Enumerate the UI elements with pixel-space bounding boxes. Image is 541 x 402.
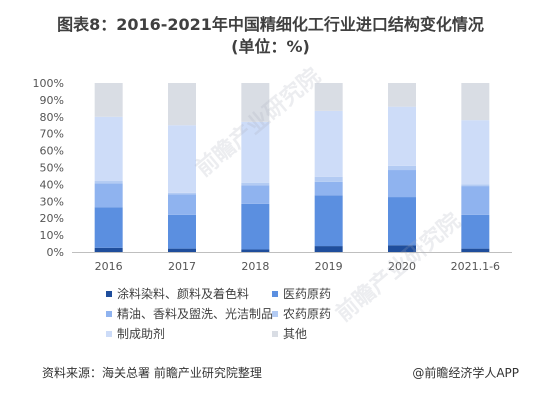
bar-segment bbox=[94, 207, 123, 248]
chart-title: 图表8：2016-2021年中国精细化工行业进口结构变化情况 (单位：%) bbox=[0, 14, 541, 58]
x-tick-label: 2018 bbox=[241, 260, 269, 273]
bar-segment bbox=[94, 247, 123, 252]
bar-segment bbox=[314, 176, 343, 182]
bar-segment bbox=[94, 116, 123, 182]
y-tick-label: 10% bbox=[40, 229, 64, 242]
bar-segment bbox=[314, 195, 343, 247]
brand-label: @前瞻经济学人APP bbox=[412, 366, 519, 380]
bar-segment bbox=[241, 182, 270, 186]
y-tick-label: 80% bbox=[40, 111, 64, 124]
bar-segment bbox=[461, 120, 490, 185]
bar-segment bbox=[388, 245, 416, 252]
bar-segment bbox=[241, 83, 270, 122]
bar-segment bbox=[388, 83, 416, 107]
legend-swatch bbox=[272, 310, 278, 317]
bar-segment bbox=[461, 248, 490, 252]
legend-item: 其他 bbox=[272, 326, 307, 342]
bar-segment bbox=[461, 186, 490, 215]
x-tick-label: 2016 bbox=[95, 260, 123, 273]
legend-item: 涂料染料、颜料及着色料 bbox=[106, 286, 249, 302]
legend-label: 涂料染料、颜料及着色料 bbox=[117, 287, 250, 301]
chart-title-line1: 图表8：2016-2021年中国精细化工行业进口结构变化情况 bbox=[57, 15, 484, 34]
bar-segment bbox=[241, 249, 270, 252]
stacked-bar-chart: 0% 10% 20% 30% 40% 50% 60% 70% 80% 90% 100% 2016 201… bbox=[33, 77, 512, 273]
legend-swatch bbox=[272, 330, 278, 337]
y-tick-label: 20% bbox=[40, 212, 64, 225]
y-tick-label: 40% bbox=[40, 178, 64, 191]
legend-item: 制成助剂 bbox=[106, 326, 165, 342]
legend-swatch bbox=[106, 290, 112, 297]
legend-swatch bbox=[106, 330, 112, 337]
y-tick-label: 100% bbox=[33, 77, 64, 90]
legend-label: 农药原药 bbox=[283, 307, 332, 321]
bar-segment bbox=[314, 83, 343, 111]
bar-segment bbox=[388, 197, 416, 246]
bar-segment bbox=[388, 106, 416, 166]
source-note: 资料来源：海关总署 前瞻产业研究院整理 bbox=[42, 366, 262, 380]
bar-segment bbox=[461, 83, 490, 121]
bar-segment bbox=[241, 121, 270, 183]
bar-segment bbox=[388, 165, 416, 171]
legend-item: 精油、香料及盥洗、光洁制品 bbox=[106, 306, 273, 322]
x-tick-label: 2021.1-6 bbox=[451, 260, 500, 273]
bar-segment bbox=[461, 184, 490, 187]
bar-segment bbox=[388, 170, 416, 198]
y-tick-label: 50% bbox=[40, 162, 64, 175]
bar-segment bbox=[241, 203, 270, 250]
legend-swatch bbox=[106, 310, 112, 317]
x-tick-label: 2020 bbox=[388, 260, 416, 273]
legend-item: 农药原药 bbox=[272, 306, 331, 322]
y-tick-label: 30% bbox=[40, 195, 64, 208]
bar-segment bbox=[94, 181, 123, 184]
bar-segment bbox=[94, 83, 123, 117]
bar-segment bbox=[168, 214, 196, 249]
bar-segment bbox=[241, 185, 270, 204]
bar-segment bbox=[461, 214, 490, 249]
bar-segment bbox=[168, 192, 196, 195]
legend-item: 医药原药 bbox=[272, 286, 331, 302]
legend-label: 制成助剂 bbox=[117, 327, 166, 341]
chart-title-line2: (单位：%) bbox=[231, 37, 310, 56]
legend-swatch bbox=[272, 290, 278, 297]
legend-label: 医药原药 bbox=[283, 287, 332, 301]
bar-segment bbox=[314, 110, 343, 177]
x-tick-label: 2019 bbox=[315, 260, 343, 273]
y-tick-label: 90% bbox=[40, 94, 64, 107]
legend-label: 精油、香料及盥洗、光洁制品 bbox=[117, 307, 274, 321]
bar-segment bbox=[314, 181, 343, 196]
bar-segment bbox=[168, 248, 196, 252]
x-tick-label: 2017 bbox=[168, 260, 196, 273]
y-tick-label: 70% bbox=[40, 128, 64, 141]
y-tick-label: 0% bbox=[47, 246, 64, 259]
bar-segment bbox=[168, 125, 196, 193]
bar-segment bbox=[94, 183, 123, 208]
y-tick-label: 60% bbox=[40, 145, 64, 158]
bar-segment bbox=[168, 194, 196, 215]
bar-segment bbox=[168, 83, 196, 126]
legend-label: 其他 bbox=[283, 327, 308, 341]
bar-segment bbox=[314, 246, 343, 252]
